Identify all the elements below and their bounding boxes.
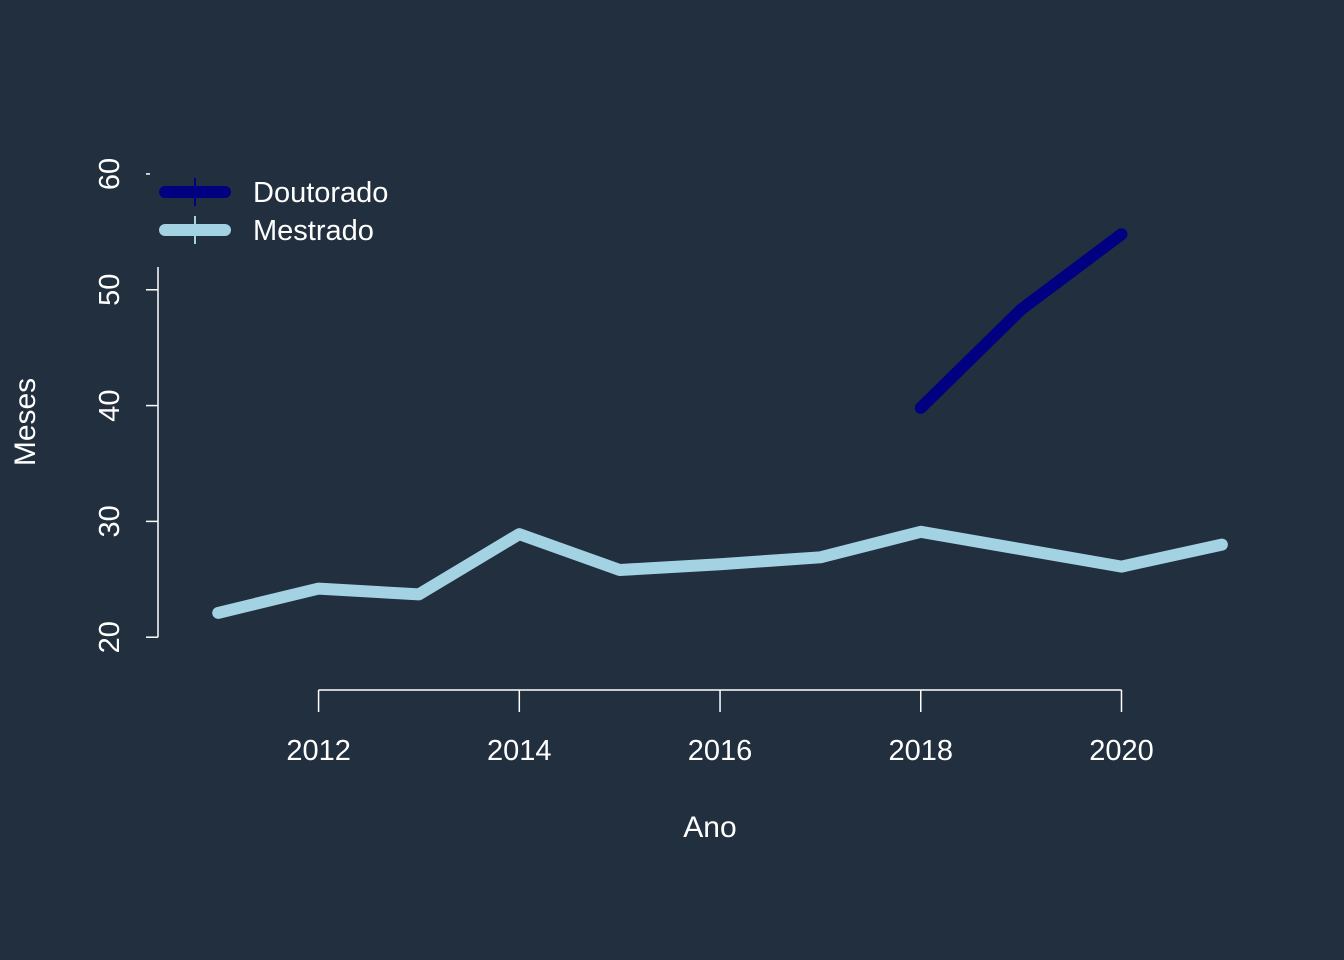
y-axis: 20 30 40 50 60 <box>94 158 159 653</box>
x-tick-label: 2012 <box>286 735 351 767</box>
y-tick-label: 50 <box>94 274 126 306</box>
y-tick-label: 40 <box>94 389 126 421</box>
series-line-doutorado <box>914 228 1128 414</box>
x-tick-label: 2018 <box>889 735 954 767</box>
y-axis-title: Meses <box>9 378 42 466</box>
y-tick-label: 20 <box>94 621 126 653</box>
series-line-mestrado <box>212 525 1228 619</box>
legend: Doutorado Mestrado <box>150 172 410 267</box>
series-layer <box>212 228 1228 619</box>
x-tick-label: 2020 <box>1089 735 1154 767</box>
legend-label-doutorado: Doutorado <box>253 177 388 209</box>
x-axis-title: Ano <box>683 811 736 844</box>
y-tick-label: 60 <box>94 158 126 190</box>
legend-label-mestrado: Mestrado <box>253 215 374 247</box>
x-axis: 2012 2014 2016 2018 2020 <box>286 689 1154 767</box>
x-tick-label: 2016 <box>688 735 753 767</box>
y-tick-label: 30 <box>94 505 126 537</box>
x-tick-label: 2014 <box>487 735 552 767</box>
